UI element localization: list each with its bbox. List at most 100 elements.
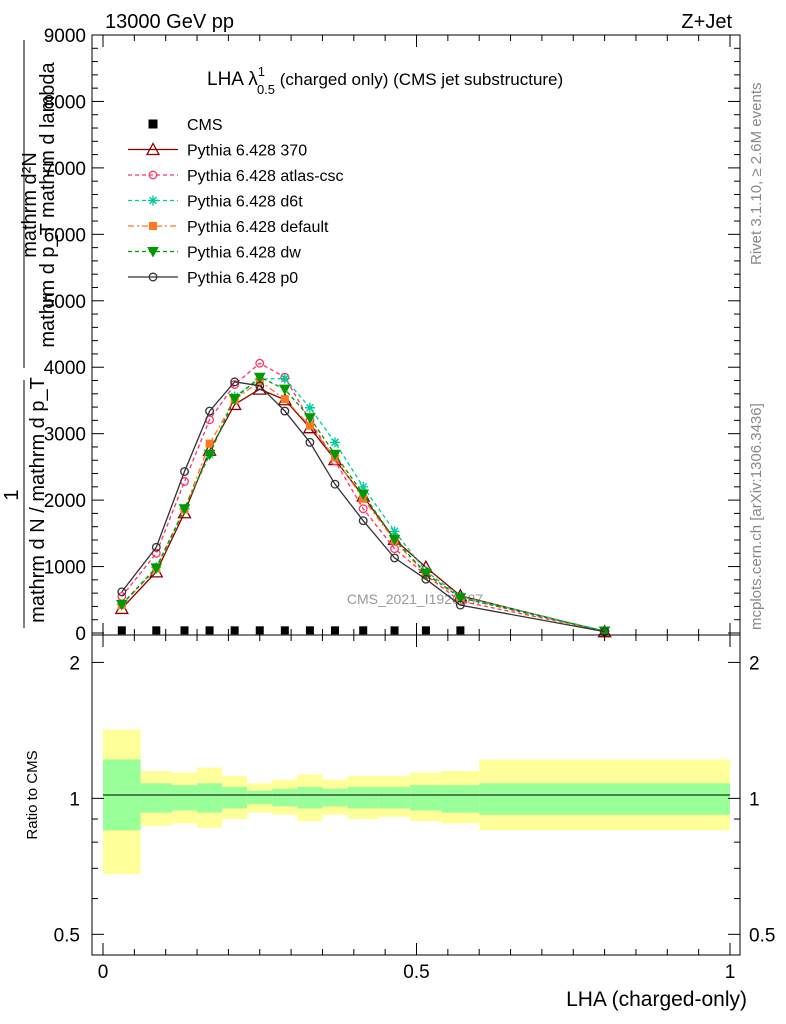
ratio-inner-band-bin bbox=[171, 785, 198, 811]
series-point-4 bbox=[388, 534, 401, 546]
legend-label-0: Pythia 6.428 370 bbox=[187, 143, 307, 160]
series-point-4 bbox=[454, 593, 467, 604]
series-point-1 bbox=[358, 504, 368, 514]
y-label-denominator: mathrm d p_T mathrm d lambda bbox=[37, 61, 59, 347]
legend-label-5: Pythia 6.428 p0 bbox=[187, 270, 298, 287]
series-point-0 bbox=[227, 397, 242, 411]
cms-point bbox=[456, 626, 465, 635]
series-point-3 bbox=[280, 395, 289, 404]
series-point-2 bbox=[389, 526, 400, 537]
plot-title-sup: 1 bbox=[258, 64, 265, 79]
legend-label-cms: CMS bbox=[187, 117, 223, 134]
series-point-2 bbox=[329, 437, 340, 448]
cms-point bbox=[205, 626, 214, 635]
cms-point bbox=[152, 626, 161, 635]
series-point-4 bbox=[115, 599, 128, 611]
series-point-4 bbox=[304, 413, 316, 424]
legend-label-3: Pythia 6.428 default bbox=[187, 219, 329, 236]
cms-data-points bbox=[117, 626, 465, 635]
series-point-4 bbox=[203, 449, 216, 461]
ratio-y-tick-label: 1 bbox=[69, 789, 80, 810]
cms-point bbox=[230, 626, 239, 635]
series-point-5 bbox=[117, 587, 127, 597]
legend-label-4: Pythia 6.428 dw bbox=[187, 245, 301, 262]
process-label: Z+Jet bbox=[681, 11, 732, 33]
ratio-inner-band-bin bbox=[479, 783, 730, 815]
legend-marker-cms bbox=[148, 119, 158, 129]
y-label-prefactor-denominator: mathrm d N / mathrm d p_T bbox=[27, 377, 49, 623]
cms-point bbox=[180, 626, 189, 635]
plot-title-rest: (charged only) (CMS jet substructure) bbox=[275, 70, 563, 89]
ratio-x-tick-label: 0 bbox=[98, 962, 109, 983]
series-point-5 bbox=[330, 479, 340, 489]
ratio-inner-band-bin bbox=[410, 785, 442, 811]
legend-item-4: Pythia 6.428 dw bbox=[128, 245, 301, 262]
main-y-tick-label: 7000 bbox=[44, 159, 86, 180]
main-y-tick-label: 9000 bbox=[44, 26, 86, 47]
rivet-version-label: Rivet 3.1.10, ≥ 2.6M events bbox=[748, 83, 765, 266]
main-y-tick-label: 6000 bbox=[44, 225, 86, 246]
series-point-5 bbox=[390, 553, 400, 563]
legend-item-2: Pythia 6.428 d6t bbox=[128, 194, 303, 211]
legend-item-3: Pythia 6.428 default bbox=[128, 219, 329, 236]
legend-item-1: Pythia 6.428 atlas-csc bbox=[128, 168, 344, 185]
ratio-inner-band-bin bbox=[197, 783, 223, 813]
legend-marker-1 bbox=[148, 170, 158, 180]
series-point-1 bbox=[230, 380, 240, 389]
series-point-2 bbox=[304, 402, 315, 413]
ratio-inner-band-bin bbox=[222, 786, 248, 809]
series-point-5 bbox=[421, 574, 431, 584]
series-point-1 bbox=[151, 548, 161, 558]
ratio-inner-band-bin bbox=[347, 786, 379, 809]
series-point-4 bbox=[357, 489, 370, 501]
legend-marker-4 bbox=[147, 247, 159, 258]
cms-point bbox=[359, 626, 368, 635]
mcplots-reference-label: mcplots.cern.ch [arXiv:1306.3436] bbox=[748, 403, 765, 630]
series-point-4 bbox=[253, 372, 266, 384]
series-line-4 bbox=[121, 376, 605, 632]
ratio-inner-band-bin bbox=[272, 788, 298, 807]
ratio-y-tick-label-right: 2 bbox=[749, 653, 760, 674]
analysis-watermark: CMS_2021_I1920187 bbox=[347, 591, 483, 607]
series-point-4 bbox=[150, 563, 163, 574]
legend-marker-2 bbox=[148, 195, 158, 206]
series-point-1 bbox=[255, 358, 265, 368]
ratio-y-tick-label: 0.5 bbox=[54, 925, 80, 946]
plot-title-sub: 0.5 bbox=[257, 82, 275, 97]
cms-point bbox=[421, 626, 430, 635]
legend-item-0: Pythia 6.428 370 bbox=[128, 142, 307, 160]
main-y-tick-label: 0 bbox=[75, 624, 86, 645]
legend: CMS Pythia 6.428 370 Pythia 6.428 atlas-cs… bbox=[128, 117, 344, 287]
main-y-axis: 0 1000 2000 3000 4000 5000 6000 7000 8000 9000 bbox=[44, 26, 740, 645]
series-point-5 bbox=[230, 377, 240, 387]
legend-label-1: Pythia 6.428 atlas-csc bbox=[187, 168, 344, 185]
cms-point bbox=[305, 626, 314, 635]
series-point-4 bbox=[178, 504, 191, 515]
energy-label: 13000 GeV pp bbox=[105, 11, 234, 33]
series-point-5 bbox=[455, 600, 465, 610]
main-y-tick-label: 2000 bbox=[44, 491, 86, 512]
cms-point bbox=[255, 626, 264, 635]
ratio-y-tick-label: 2 bbox=[69, 653, 80, 674]
ratio-x-tick-label: 1 bbox=[725, 962, 736, 983]
legend-marker-0 bbox=[145, 142, 161, 156]
series-line-5 bbox=[121, 381, 605, 633]
ratio-x-axis: 0 0.5 1 bbox=[98, 635, 736, 983]
main-y-tick-label: 3000 bbox=[44, 425, 86, 446]
ratio-inner-band-bin bbox=[378, 786, 411, 809]
ratio-inner-band-bin bbox=[322, 788, 348, 807]
series-point-4 bbox=[420, 568, 432, 580]
main-y-axis-label: mathrm d²N mathrm d p_T mathrm d lambda … bbox=[1, 40, 59, 628]
series-point-5 bbox=[358, 516, 368, 526]
series-point-5 bbox=[205, 406, 215, 416]
series-point-4 bbox=[228, 393, 241, 405]
x-axis-label: LHA (charged-only) bbox=[566, 988, 747, 1011]
plot-title: LHA λ1 0.5 (charged only) (CMS jet substr… bbox=[207, 64, 563, 97]
ratio-inner-band-bin bbox=[441, 785, 480, 813]
ratio-y-tick-label-right: 1 bbox=[749, 789, 760, 810]
series-point-4 bbox=[278, 384, 291, 396]
ratio-uncertainty-bands bbox=[103, 729, 730, 875]
ratio-inner-band-bin bbox=[297, 786, 323, 809]
ratio-x-tick-label: 0.5 bbox=[403, 962, 429, 983]
mc-curves bbox=[114, 358, 612, 638]
